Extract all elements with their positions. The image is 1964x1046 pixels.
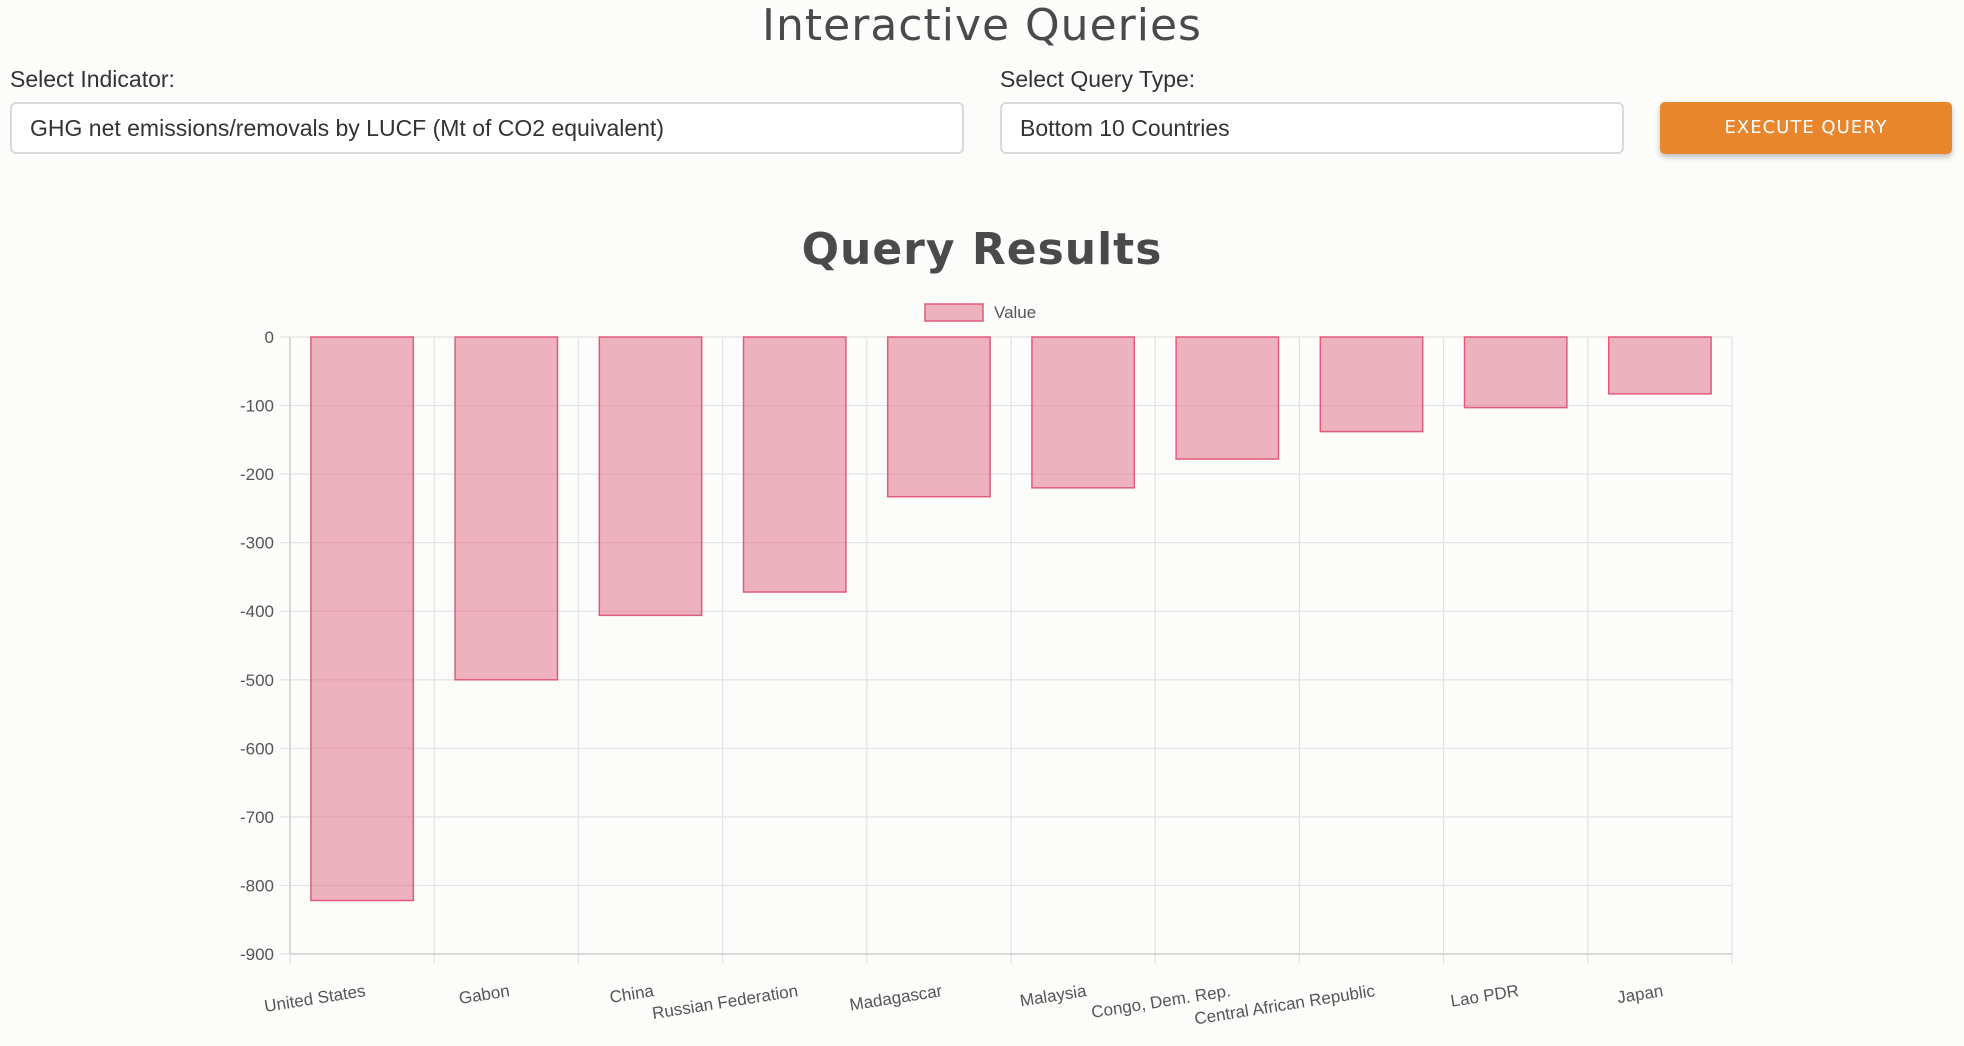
bar [1175,336,1280,460]
execute-query-button[interactable]: EXECUTE QUERY [1660,102,1952,154]
x-tick-label: Madagascar [848,981,944,1014]
query-type-label: Select Query Type: [1000,66,1196,92]
bar [886,336,991,498]
legend-swatch [924,303,984,322]
x-tick-label: Russian Federation [651,981,800,1023]
y-tick-label: 0 [265,328,274,347]
y-tick-label: -800 [240,876,274,895]
y-tick-label: -500 [240,671,274,690]
results-title: Query Results [801,224,1163,275]
x-tick-label: Malaysia [1018,981,1088,1010]
legend-label: Value [994,303,1036,322]
bar [454,336,559,681]
bar [742,336,847,593]
y-tick-label: -300 [240,534,274,553]
bar [1031,336,1136,489]
x-tick-label: Lao PDR [1449,981,1520,1011]
x-tick-label: Japan [1616,981,1665,1007]
bar [310,336,415,902]
y-tick-label: -200 [240,465,274,484]
y-tick-label: -900 [240,945,274,964]
x-tick-label: China [608,981,655,1007]
bar-chart: 0 -100 -200 -300 -400 -500 -600 -700 -800 -900 Uni… [240,303,1733,1028]
x-tick-label: United States [263,981,367,1016]
bar [1607,336,1712,395]
query-type-select[interactable]: Bottom 10 Countries [1000,102,1624,154]
y-tick-label: -400 [240,602,274,621]
bar [598,336,703,617]
indicator-select[interactable]: GHG net emissions/removals by LUCF (Mt o… [10,102,964,154]
bar [1319,336,1424,433]
page-title: Interactive Queries [762,0,1202,51]
y-tick-label: -700 [240,808,274,827]
indicator-label: Select Indicator: [10,66,175,92]
y-tick-label: -100 [240,397,274,416]
bar [1463,336,1568,409]
y-tick-label: -600 [240,739,274,758]
x-tick-label: Gabon [458,981,511,1008]
